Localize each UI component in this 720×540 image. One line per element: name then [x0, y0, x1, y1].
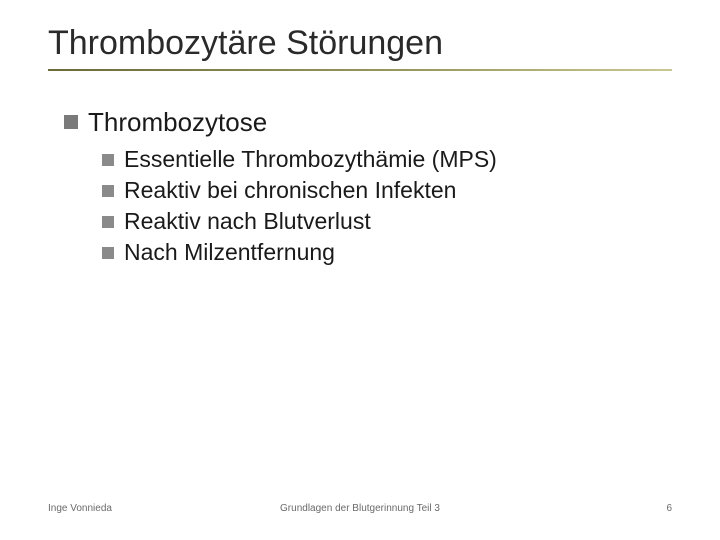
square-bullet-icon: [102, 247, 114, 259]
slide: Thrombozytäre Störungen Thrombozytose Es…: [0, 0, 720, 540]
slide-title: Thrombozytäre Störungen: [48, 24, 672, 71]
footer-subject: Grundlagen der Blutgerinnung Teil 3: [280, 503, 440, 514]
level2-item: Essentielle Thrombozythämie (MPS): [124, 146, 497, 173]
bullet-level2: Reaktiv bei chronischen Infekten: [102, 177, 672, 204]
level2-item: Reaktiv nach Blutverlust: [124, 208, 371, 235]
square-bullet-icon: [102, 185, 114, 197]
square-bullet-icon: [102, 154, 114, 166]
level2-item: Nach Milzentfernung: [124, 239, 335, 266]
bullet-level2: Essentielle Thrombozythämie (MPS): [102, 146, 672, 173]
level2-group: Essentielle Thrombozythämie (MPS) Reakti…: [64, 146, 672, 266]
bullet-level2: Reaktiv nach Blutverlust: [102, 208, 672, 235]
level2-item: Reaktiv bei chronischen Infekten: [124, 177, 456, 204]
level1-label: Thrombozytose: [88, 107, 267, 138]
slide-footer: Inge Vonnieda Grundlagen der Blutgerinnu…: [0, 503, 720, 514]
bullet-level1: Thrombozytose: [64, 107, 672, 138]
square-bullet-icon: [64, 115, 78, 129]
bullet-level2: Nach Milzentfernung: [102, 239, 672, 266]
content-area: Thrombozytose Essentielle Thrombozythämi…: [48, 107, 672, 266]
footer-page-number: 6: [666, 503, 672, 514]
square-bullet-icon: [102, 216, 114, 228]
footer-author: Inge Vonnieda: [48, 503, 112, 514]
